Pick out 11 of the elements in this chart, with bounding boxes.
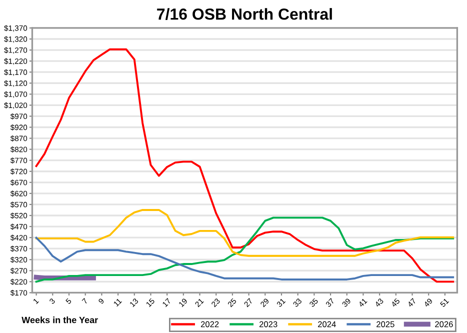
line-series xyxy=(35,216,454,283)
legend-label: 2023 xyxy=(259,321,278,328)
x-axis-title: Weeks in the Year xyxy=(22,316,98,324)
legend-label: 2025 xyxy=(376,321,394,328)
legend-label: 2022 xyxy=(200,321,219,328)
line-series xyxy=(35,48,454,283)
legend-label: 2026 xyxy=(435,321,453,328)
line-series xyxy=(35,236,454,280)
line-series xyxy=(35,209,454,257)
legend-label: 2024 xyxy=(318,321,336,328)
chart-title: 7/16 OSB North Central xyxy=(157,8,332,20)
